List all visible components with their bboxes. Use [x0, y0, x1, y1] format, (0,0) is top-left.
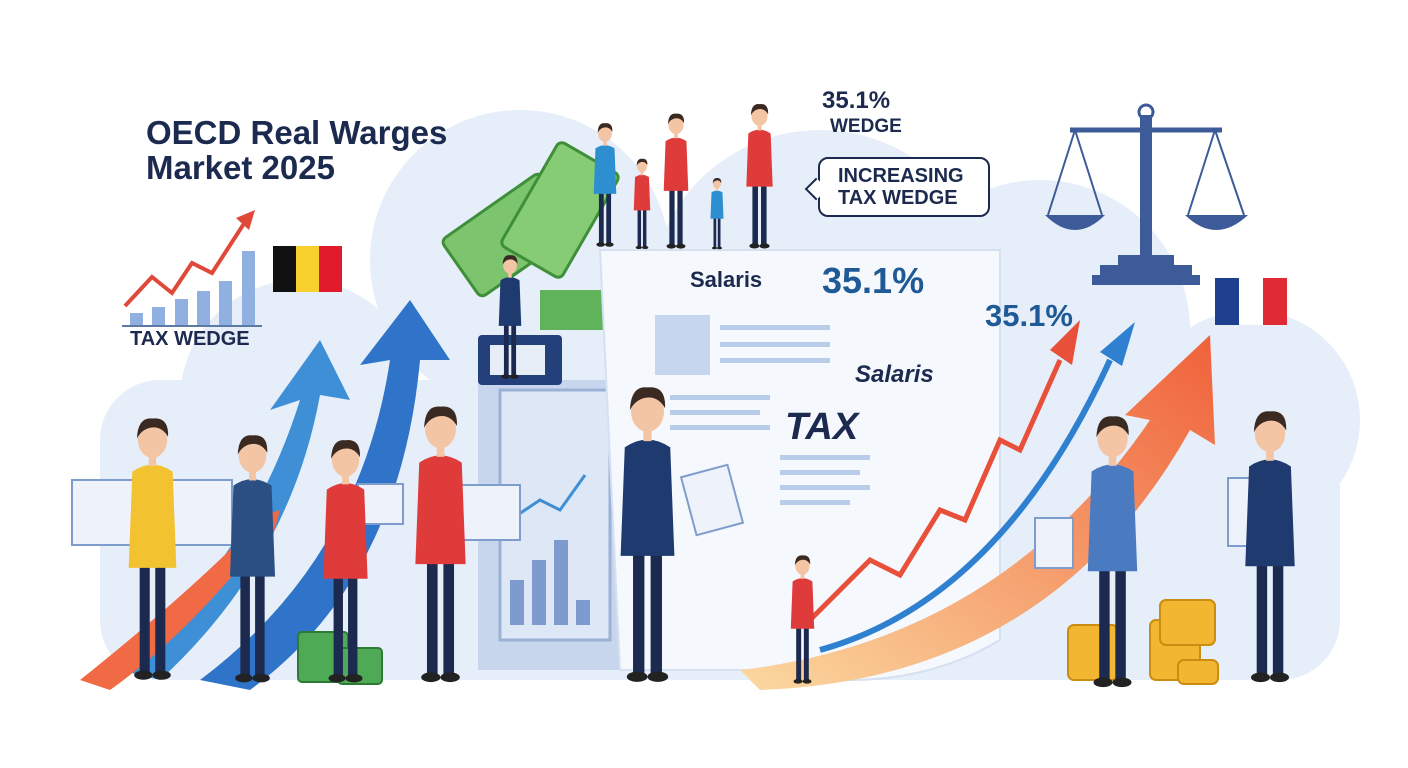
france-flag-icon	[1215, 278, 1287, 325]
growth-arrows-left	[80, 300, 450, 690]
scales-of-justice-icon	[1045, 103, 1248, 285]
salaris-italic-label: Salaris	[855, 361, 934, 388]
banknotes-icon	[441, 141, 620, 330]
speech-bubble-line-2: TAX WEDGE	[838, 187, 958, 209]
belgium-flag-icon	[273, 246, 342, 292]
arrow-percent: 35.1%	[985, 298, 1073, 333]
title-line-2: Market 2025	[146, 148, 335, 186]
speech-bubble-line-1: INCREASING	[838, 165, 964, 187]
title-line-1: OECD Real Warges	[146, 114, 448, 151]
mini-chart-label: TAX WEDGE	[130, 328, 250, 350]
mini-bar-chart	[122, 210, 262, 327]
speech-bubble: INCREASING TAX WEDGE	[818, 157, 990, 217]
tax-label: TAX	[785, 406, 859, 448]
trend-arrow-icon	[236, 210, 255, 230]
salaris-label: Salaris	[690, 267, 763, 292]
page-title: OECD Real Warges Market 2025	[146, 114, 448, 186]
wedge-label: WEDGE	[830, 116, 902, 137]
wedge-percent: 35.1%	[822, 87, 891, 114]
document-percent: 35.1%	[822, 260, 925, 301]
